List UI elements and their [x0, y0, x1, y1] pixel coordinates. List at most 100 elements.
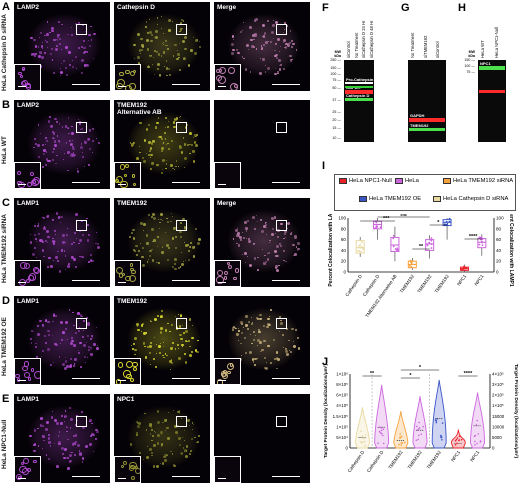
data-point	[476, 419, 479, 422]
punctum	[86, 218, 88, 220]
punctum	[69, 364, 73, 368]
punctum	[148, 150, 151, 153]
punctum	[78, 21, 81, 24]
punctum	[156, 23, 158, 25]
punctum	[81, 128, 84, 131]
punctum	[262, 224, 266, 228]
punctum	[39, 32, 42, 35]
punctum	[166, 258, 170, 262]
punctum	[141, 246, 145, 250]
punctum	[138, 422, 141, 425]
punctum	[194, 349, 198, 352]
punctum	[34, 55, 37, 58]
punctum	[59, 67, 61, 70]
punctum	[145, 332, 148, 334]
punctum	[176, 424, 179, 428]
punctum	[280, 319, 282, 322]
punctum	[57, 250, 59, 253]
scale-bar	[272, 377, 300, 379]
punctum	[43, 51, 47, 55]
inset-scale-bar	[18, 183, 26, 185]
punctum	[144, 412, 147, 415]
punctum	[156, 353, 158, 355]
punctum	[136, 326, 138, 328]
data-point	[479, 440, 482, 442]
punctum	[252, 46, 255, 48]
punctum	[167, 412, 169, 414]
punctum	[64, 447, 67, 451]
punctum	[90, 335, 93, 338]
punctum	[52, 72, 55, 75]
vesicle	[226, 261, 231, 266]
panel-label-g: G	[401, 2, 410, 14]
punctum	[260, 317, 262, 320]
punctum	[186, 341, 188, 343]
punctum	[65, 46, 68, 50]
punctum	[266, 323, 270, 327]
punctum	[184, 353, 186, 355]
punctum	[151, 439, 154, 442]
vesicle	[117, 362, 124, 368]
punctum	[192, 428, 194, 430]
punctum	[33, 233, 36, 236]
punctum	[36, 241, 38, 243]
punctum	[65, 364, 69, 368]
legend-item: HeLa Cathepsin D siRNA	[433, 196, 508, 202]
punctum	[284, 237, 286, 239]
punctum	[169, 450, 172, 453]
zoom-inset	[14, 358, 41, 385]
punctum	[264, 263, 267, 265]
punctum	[41, 240, 44, 243]
punctum	[285, 260, 287, 262]
punctum	[254, 33, 258, 37]
punctum	[160, 326, 163, 330]
punctum	[179, 30, 181, 33]
punctum	[75, 212, 78, 216]
punctum	[53, 117, 57, 121]
punctum	[53, 442, 56, 444]
punctum	[133, 337, 137, 340]
data-point	[409, 266, 411, 269]
punctum	[165, 163, 167, 165]
punctum	[153, 318, 157, 322]
punctum	[146, 242, 149, 245]
y-tick-left: 20	[341, 259, 347, 264]
punctum	[238, 236, 242, 240]
punctum	[89, 253, 93, 257]
y-tick-left: 8×10⁵	[336, 382, 348, 387]
punctum	[166, 74, 168, 77]
punctum	[151, 451, 154, 454]
punctum	[271, 233, 275, 237]
punctum	[180, 18, 184, 22]
punctum	[66, 234, 68, 236]
punctum	[75, 67, 77, 70]
data-point	[362, 437, 365, 440]
punctum	[179, 452, 182, 455]
vesicle	[19, 465, 27, 474]
data-point	[481, 238, 484, 241]
vesicle	[27, 467, 32, 472]
punctum	[95, 326, 97, 329]
punctum	[277, 236, 279, 238]
punctum	[249, 263, 253, 267]
data-point	[435, 421, 438, 424]
punctum	[161, 246, 163, 248]
data-point	[429, 238, 431, 241]
x-category: Cathepsin D	[362, 273, 381, 297]
significance-label: *	[419, 365, 422, 371]
punctum	[290, 351, 293, 354]
punctum	[169, 331, 171, 333]
zoom-inset	[114, 64, 141, 91]
punctum	[189, 131, 193, 135]
punctum	[147, 456, 150, 458]
data-point	[441, 422, 444, 424]
punctum	[263, 325, 266, 328]
punctum	[167, 221, 169, 224]
punctum	[155, 125, 157, 128]
punctum	[174, 348, 177, 350]
punctum	[95, 242, 97, 245]
punctum	[66, 151, 70, 154]
punctum	[55, 240, 57, 243]
inset-scale-bar	[218, 281, 226, 283]
punctum	[140, 37, 143, 41]
